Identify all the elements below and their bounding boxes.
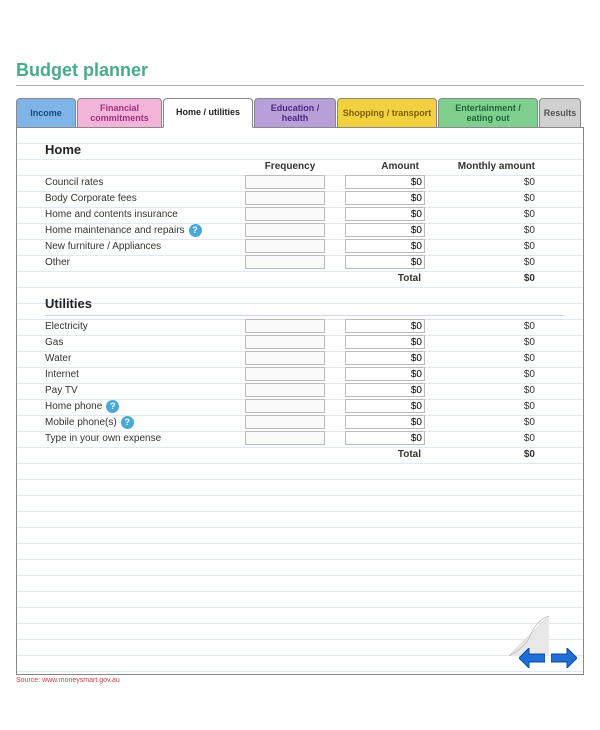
- monthly-amount: $0: [425, 321, 535, 332]
- row-label: Water: [45, 353, 71, 364]
- monthly-amount: $0: [425, 225, 535, 236]
- home-row: Council rates $0: [45, 174, 565, 190]
- row-label: Internet: [45, 369, 79, 380]
- frequency-input[interactable]: [245, 255, 325, 269]
- frequency-input[interactable]: [245, 335, 325, 349]
- tabs-bar: Income Financial commitments Home / util…: [16, 98, 584, 128]
- frequency-input[interactable]: [245, 415, 325, 429]
- amount-input[interactable]: [345, 367, 425, 381]
- tab-shopping-transport[interactable]: Shopping / transport: [337, 98, 437, 128]
- tab-income[interactable]: Income: [16, 98, 76, 128]
- worksheet: Home Frequency Amount Monthly amount Cou…: [16, 127, 584, 675]
- frequency-input[interactable]: [245, 431, 325, 445]
- monthly-amount: $0: [425, 177, 535, 188]
- frequency-input[interactable]: [245, 319, 325, 333]
- utilities-total-value: $0: [425, 449, 535, 460]
- colhead-monthly: Monthly amount: [425, 161, 535, 172]
- row-label: Pay TV: [45, 385, 78, 396]
- source-text: Source: www.moneysmart.gov.au: [16, 677, 584, 684]
- monthly-amount: $0: [425, 193, 535, 204]
- home-row: Home maintenance and repairs? $0: [45, 222, 565, 238]
- row-label: Home maintenance and repairs: [45, 225, 185, 236]
- tab-entertainment-eating-out[interactable]: Entertainment / eating out: [438, 98, 538, 128]
- frequency-input[interactable]: [245, 207, 325, 221]
- monthly-amount: $0: [425, 417, 535, 428]
- amount-input[interactable]: [345, 319, 425, 333]
- frequency-input[interactable]: [245, 383, 325, 397]
- amount-input[interactable]: [345, 175, 425, 189]
- section-heading-home: Home: [45, 142, 565, 157]
- colhead-frequency: Frequency: [245, 161, 335, 172]
- utilities-row: Electricity $0: [45, 318, 565, 334]
- frequency-input[interactable]: [245, 399, 325, 413]
- home-total-value: $0: [425, 273, 535, 284]
- amount-input[interactable]: [345, 415, 425, 429]
- amount-input[interactable]: [345, 239, 425, 253]
- amount-input[interactable]: [345, 351, 425, 365]
- utilities-row: Type in your own expense $0: [45, 430, 565, 446]
- monthly-amount: $0: [425, 337, 535, 348]
- amount-input[interactable]: [345, 431, 425, 445]
- row-label: Body Corporate fees: [45, 193, 137, 204]
- row-label: Gas: [45, 337, 63, 348]
- monthly-amount: $0: [425, 353, 535, 364]
- amount-input[interactable]: [345, 191, 425, 205]
- utilities-row: Water $0: [45, 350, 565, 366]
- frequency-input[interactable]: [245, 239, 325, 253]
- monthly-amount: $0: [425, 209, 535, 220]
- next-arrow-icon[interactable]: [551, 648, 577, 668]
- frequency-input[interactable]: [245, 223, 325, 237]
- utilities-row: Pay TV $0: [45, 382, 565, 398]
- row-label: Home phone: [45, 401, 102, 412]
- tab-home-utilities[interactable]: Home / utilities: [163, 98, 253, 128]
- frequency-input[interactable]: [245, 367, 325, 381]
- home-row: New furniture / Appliances $0: [45, 238, 565, 254]
- row-label: Mobile phone(s): [45, 417, 117, 428]
- monthly-amount: $0: [425, 257, 535, 268]
- amount-input[interactable]: [345, 207, 425, 221]
- colhead-amount: Amount: [335, 161, 425, 172]
- row-label: New furniture / Appliances: [45, 241, 161, 252]
- row-label: Council rates: [45, 177, 103, 188]
- amount-input[interactable]: [345, 223, 425, 237]
- tab-education-health[interactable]: Education / health: [254, 98, 336, 128]
- monthly-amount: $0: [425, 385, 535, 396]
- total-label: Total: [335, 449, 425, 460]
- amount-input[interactable]: [345, 399, 425, 413]
- frequency-input[interactable]: [245, 175, 325, 189]
- row-label: Home and contents insurance: [45, 209, 178, 220]
- home-row: Other $0: [45, 254, 565, 270]
- utilities-row: Gas $0: [45, 334, 565, 350]
- help-icon[interactable]: ?: [121, 416, 134, 429]
- total-label: Total: [335, 273, 425, 284]
- utilities-row: Home phone? $0: [45, 398, 565, 414]
- help-icon[interactable]: ?: [106, 400, 119, 413]
- home-row: Body Corporate fees $0: [45, 190, 565, 206]
- utilities-row: Mobile phone(s)? $0: [45, 414, 565, 430]
- column-headers: Frequency Amount Monthly amount: [45, 161, 565, 172]
- amount-input[interactable]: [345, 255, 425, 269]
- monthly-amount: $0: [425, 241, 535, 252]
- prev-arrow-icon[interactable]: [519, 648, 545, 668]
- tab-results[interactable]: Results: [539, 98, 581, 128]
- home-total-row: Total $0: [45, 270, 565, 286]
- tab-financial-commitments[interactable]: Financial commitments: [77, 98, 162, 128]
- page-title: Budget planner: [16, 60, 584, 86]
- monthly-amount: $0: [425, 401, 535, 412]
- utilities-row: Internet $0: [45, 366, 565, 382]
- help-icon[interactable]: ?: [189, 224, 202, 237]
- row-label: Other: [45, 257, 70, 268]
- section-heading-utilities: Utilities: [45, 296, 565, 311]
- frequency-input[interactable]: [245, 191, 325, 205]
- frequency-input[interactable]: [245, 351, 325, 365]
- monthly-amount: $0: [425, 433, 535, 444]
- home-row: Home and contents insurance $0: [45, 206, 565, 222]
- row-label: Electricity: [45, 321, 88, 332]
- monthly-amount: $0: [425, 369, 535, 380]
- amount-input[interactable]: [345, 335, 425, 349]
- amount-input[interactable]: [345, 383, 425, 397]
- utilities-total-row: Total $0: [45, 446, 565, 462]
- row-label: Type in your own expense: [45, 433, 161, 444]
- footer-nav: [519, 648, 577, 668]
